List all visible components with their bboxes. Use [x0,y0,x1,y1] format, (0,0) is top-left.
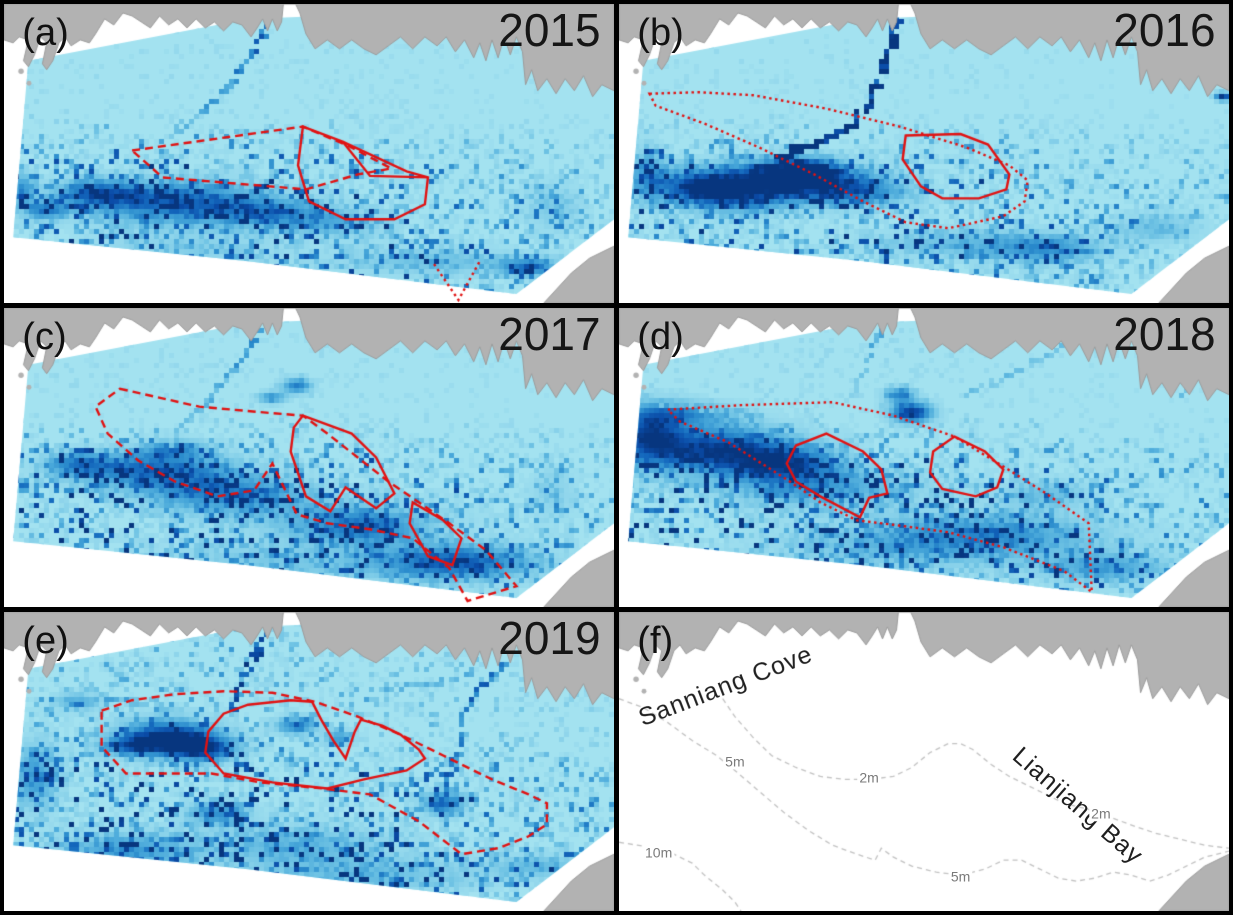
map-canvas-2017 [4,308,614,607]
depth-contour-label-5m-south: 5m [948,867,973,885]
map-canvas-2016 [619,4,1229,303]
year-label-2018: 2018 [1113,308,1216,360]
depth-contour-label-5m: 5m [723,752,747,770]
panel-b-2016: (b) 2016 [619,4,1229,303]
panel-letter-f: (f) [637,620,674,663]
panel-c-2017: (c) 2017 [4,308,614,607]
year-label-2019: 2019 [498,612,601,664]
panel-letter-a: (a) [22,12,69,55]
depth-contour-label-10m: 10m [643,843,675,861]
panel-f-reference-map: (f) Sanniang Cove Lianjiang Bay 5m 2m 2m… [619,612,1229,911]
year-label-2017: 2017 [498,308,601,360]
map-canvas-reference [619,612,1229,911]
map-canvas-2015 [4,4,614,303]
panel-letter-e: (e) [22,620,69,663]
depth-contour-label-2m: 2m [857,769,881,786]
panel-d-2018: (d) 2018 [619,308,1229,607]
depth-contour-label-2m-east: 2m [1089,805,1113,822]
panel-a-2015: (a) 2015 [4,4,614,303]
year-label-2015: 2015 [498,4,601,56]
panel-letter-b: (b) [637,12,684,55]
panel-letter-d: (d) [637,316,684,359]
map-canvas-2018 [619,308,1229,607]
panel-e-2019: (e) 2019 [4,612,614,911]
year-label-2016: 2016 [1113,4,1216,56]
map-canvas-2019 [4,612,614,911]
panel-letter-c: (c) [22,316,67,359]
